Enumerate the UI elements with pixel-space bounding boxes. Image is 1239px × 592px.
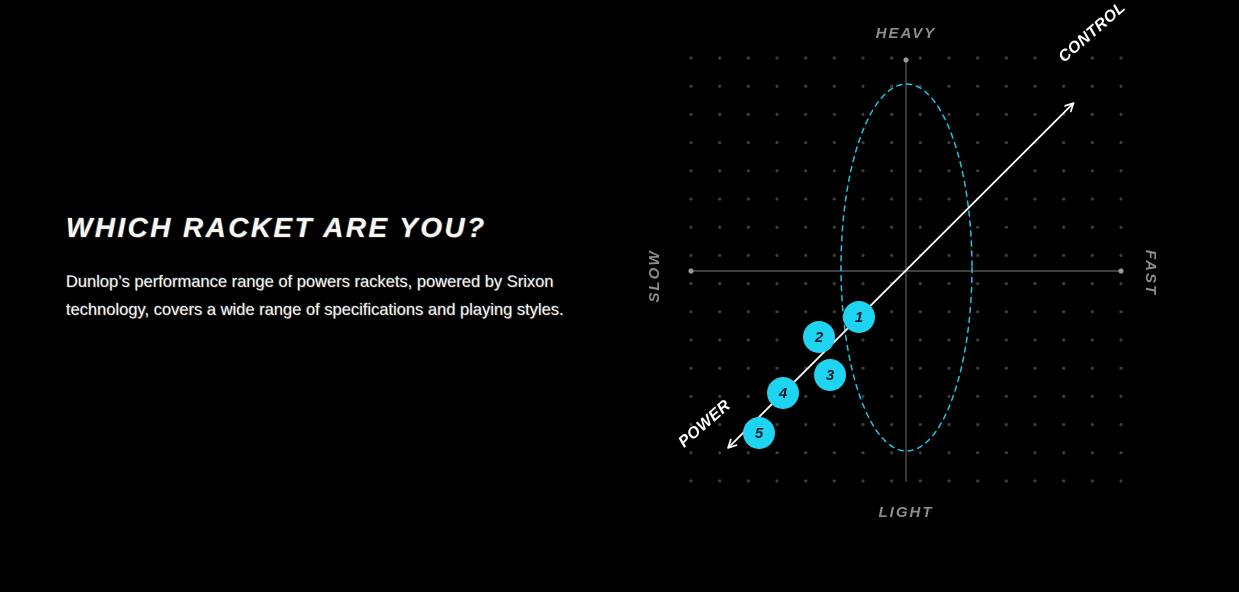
svg-text:HEAVY: HEAVY [876, 25, 937, 42]
svg-text:SLOW: SLOW [646, 250, 663, 303]
svg-text:1: 1 [855, 309, 863, 326]
svg-text:3: 3 [826, 367, 835, 384]
svg-text:POWER: POWER [675, 397, 734, 451]
svg-text:FAST: FAST [1142, 250, 1159, 296]
svg-text:5: 5 [755, 425, 764, 442]
svg-text:4: 4 [778, 385, 788, 402]
svg-text:CONTROL: CONTROL [1055, 0, 1128, 66]
svg-text:2: 2 [814, 329, 824, 346]
svg-text:LIGHT: LIGHT [879, 504, 934, 521]
